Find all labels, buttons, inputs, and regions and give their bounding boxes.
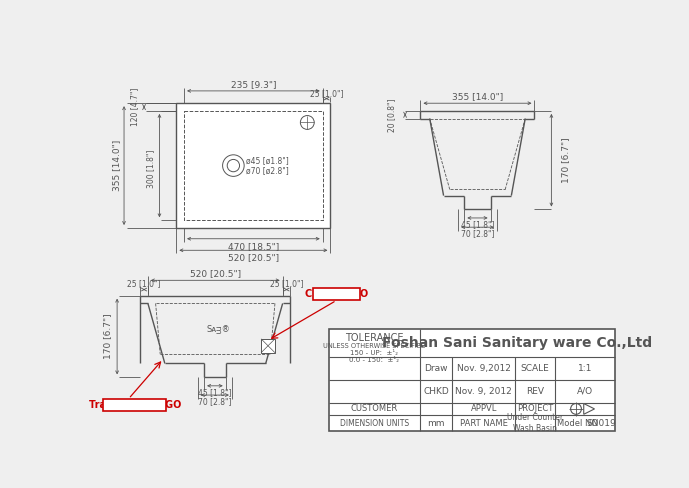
Text: DIMENSION UNITS: DIMENSION UNITS <box>340 419 409 427</box>
Bar <box>184 111 322 220</box>
Text: SN019: SN019 <box>586 419 617 427</box>
Text: PART NAME: PART NAME <box>460 419 508 427</box>
FancyBboxPatch shape <box>313 288 360 300</box>
Text: TOLERANCE: TOLERANCE <box>345 333 404 343</box>
Text: 520 [20.5"]: 520 [20.5"] <box>228 253 279 263</box>
Text: CHKD: CHKD <box>423 386 449 396</box>
Text: Nov. 9, 2012: Nov. 9, 2012 <box>455 386 512 396</box>
Text: 355 [14.0"]: 355 [14.0"] <box>112 140 121 191</box>
Text: ø70 [ø2.8"]: ø70 [ø2.8"] <box>246 166 289 175</box>
Text: 45 [1.8"]: 45 [1.8"] <box>198 388 232 397</box>
Text: 1:1: 1:1 <box>578 364 593 373</box>
Text: Under Counter
Wash Basin: Under Counter Wash Basin <box>507 413 564 433</box>
Text: ø45 [ø1.8"]: ø45 [ø1.8"] <box>246 157 289 165</box>
Text: A/O: A/O <box>577 386 593 396</box>
Text: 45 [1.8"]: 45 [1.8"] <box>461 221 494 229</box>
Text: 170 [6.7"]: 170 [6.7"] <box>561 138 570 183</box>
Text: REV: REV <box>526 386 544 396</box>
Text: 25 [1.0"]: 25 [1.0"] <box>310 89 343 98</box>
Text: 70 [2.8"]: 70 [2.8"] <box>461 230 494 239</box>
Text: Sᴀᴟ®: Sᴀᴟ® <box>206 324 230 333</box>
Text: mm: mm <box>427 419 444 427</box>
Bar <box>261 339 275 353</box>
Text: Nov. 9,2012: Nov. 9,2012 <box>457 364 511 373</box>
Bar <box>329 329 615 431</box>
Text: Foshan Sani Sanitary ware Co.,Ltd: Foshan Sani Sanitary ware Co.,Ltd <box>382 336 652 350</box>
Text: CUSTOMER: CUSTOMER <box>351 405 398 413</box>
Text: 520 [20.5"]: 520 [20.5"] <box>189 269 241 278</box>
Text: Model NO: Model NO <box>557 419 598 427</box>
Text: 20 [0.8"]: 20 [0.8"] <box>387 98 395 132</box>
Text: 300 [1.8"]: 300 [1.8"] <box>145 149 155 188</box>
Text: Trademark LOGO: Trademark LOGO <box>89 400 181 410</box>
FancyBboxPatch shape <box>103 399 166 411</box>
Text: Draw: Draw <box>424 364 448 373</box>
Text: APPVL: APPVL <box>471 405 497 413</box>
Text: 25 [1.0"]: 25 [1.0"] <box>127 279 161 288</box>
Text: 120 [4.7"]: 120 [4.7"] <box>130 88 139 126</box>
Text: 470 [18.5"]: 470 [18.5"] <box>228 242 279 251</box>
Text: CUPC LOGO: CUPC LOGO <box>305 289 368 299</box>
Text: UNLESS OTHERWISE SPECIFIED: UNLESS OTHERWISE SPECIFIED <box>323 343 426 349</box>
Text: 0.0 - 150:  ±¹₂: 0.0 - 150: ±¹₂ <box>349 357 400 364</box>
Text: 170 [6.7"]: 170 [6.7"] <box>103 314 112 359</box>
Text: 235 [9.3"]: 235 [9.3"] <box>231 80 276 89</box>
Text: PROJECT: PROJECT <box>517 405 553 413</box>
Polygon shape <box>584 404 595 414</box>
Text: SCALE: SCALE <box>521 364 550 373</box>
Text: 355 [14.0"]: 355 [14.0"] <box>452 93 503 102</box>
Text: 25 [1.0"]: 25 [1.0"] <box>270 279 303 288</box>
Bar <box>176 103 331 228</box>
Text: 150 - UP:  ±¹₂: 150 - UP: ±¹₂ <box>350 350 398 356</box>
Text: 70 [2.8"]: 70 [2.8"] <box>198 398 232 407</box>
